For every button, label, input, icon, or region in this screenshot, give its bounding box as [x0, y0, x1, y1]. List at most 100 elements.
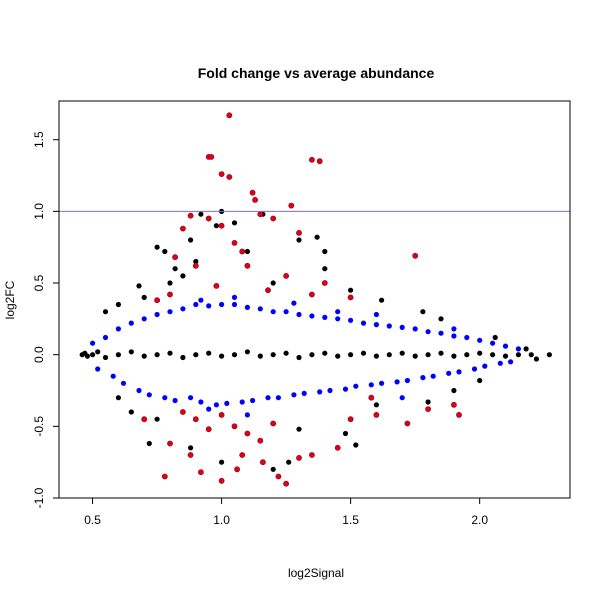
- point-black-57: [286, 459, 292, 465]
- point-blue-55: [446, 370, 452, 376]
- point-red-35: [231, 423, 238, 430]
- point-red-11: [205, 215, 212, 222]
- point-blue-24: [244, 304, 250, 310]
- point-black-67: [379, 297, 385, 303]
- point-blue-59: [471, 366, 478, 372]
- point-black-34: [477, 350, 483, 356]
- point-red-22: [283, 272, 289, 279]
- point-black-3: [90, 352, 96, 358]
- point-black-56: [270, 466, 276, 472]
- point-red-10: [187, 212, 194, 219]
- point-blue-28: [270, 309, 276, 315]
- point-black-41: [162, 248, 168, 255]
- point-blue-3: [110, 373, 116, 379]
- point-blue-37: [327, 387, 333, 394]
- point-red-29: [265, 287, 271, 294]
- point-red-21: [244, 262, 251, 269]
- point-red-33: [205, 426, 212, 433]
- point-red-20: [192, 262, 199, 269]
- point-red-37: [257, 437, 264, 444]
- point-black-2: [84, 353, 90, 359]
- point-black-69: [438, 316, 444, 322]
- point-blue-2: [102, 334, 109, 341]
- point-black-39: [546, 352, 553, 358]
- point-blue-36: [322, 314, 328, 320]
- point-black-13: [206, 350, 212, 356]
- point-blue-46: [386, 323, 392, 329]
- point-red-47: [296, 454, 302, 461]
- series-red: [141, 112, 462, 487]
- point-black-18: [270, 352, 276, 358]
- point-black-58: [296, 426, 302, 432]
- point-blue-54: [438, 330, 444, 336]
- point-black-12: [193, 352, 199, 358]
- point-blue-57: [456, 369, 462, 375]
- point-blue-50: [412, 326, 418, 332]
- point-blue-47: [394, 379, 400, 385]
- point-black-53: [146, 440, 152, 447]
- point-blue-32: [296, 311, 302, 318]
- y-tick-label-4: 1.0: [32, 203, 46, 220]
- point-black-79: [425, 399, 431, 405]
- point-black-66: [348, 287, 354, 293]
- point-black-38: [528, 352, 534, 358]
- point-red-36: [244, 430, 251, 437]
- point-black-21: [309, 352, 315, 358]
- point-blue-56: [451, 333, 457, 339]
- point-black-27: [386, 352, 392, 358]
- point-red-59: [275, 473, 282, 480]
- point-black-26: [373, 353, 379, 359]
- point-blue-39: [342, 386, 349, 392]
- series-black: [79, 208, 553, 472]
- point-blue-68: [231, 294, 238, 300]
- point-black-23: [335, 353, 341, 359]
- point-blue-22: [231, 301, 238, 308]
- point-blue-49: [404, 377, 410, 384]
- point-blue-18: [206, 303, 212, 309]
- point-black-65: [322, 266, 328, 272]
- point-black-36: [502, 353, 509, 359]
- point-red-23: [321, 280, 328, 286]
- point-red-27: [167, 291, 173, 298]
- point-black-63: [136, 283, 142, 289]
- point-black-30: [425, 352, 431, 358]
- point-blue-41: [353, 383, 359, 389]
- point-red-39: [167, 440, 173, 447]
- point-blue-29: [275, 395, 281, 401]
- point-blue-74: [335, 309, 341, 315]
- point-red-19: [172, 254, 178, 261]
- point-blue-58: [464, 334, 470, 341]
- point-blue-8: [141, 316, 147, 322]
- point-blue-5: [120, 380, 127, 386]
- point-black-77: [154, 416, 160, 422]
- point-black-4: [95, 349, 101, 355]
- y-tick-label-0: -1.0: [32, 487, 46, 508]
- point-black-62: [115, 301, 121, 308]
- point-red-4: [316, 158, 323, 165]
- point-black-81: [198, 211, 204, 217]
- point-black-76: [128, 409, 134, 415]
- point-red-3: [308, 156, 315, 163]
- point-blue-38: [335, 316, 341, 322]
- point-red-12: [257, 211, 264, 218]
- point-blue-67: [198, 297, 204, 303]
- point-black-8: [141, 353, 147, 359]
- point-blue-34: [309, 313, 315, 319]
- point-blue-51: [420, 375, 426, 381]
- point-blue-25: [250, 397, 256, 404]
- x-tick-label-1: 1.0: [213, 513, 230, 527]
- point-blue-42: [360, 320, 367, 326]
- point-red-46: [283, 480, 289, 487]
- point-blue-61: [482, 363, 488, 369]
- point-black-80: [322, 248, 328, 255]
- point-red-44: [239, 452, 246, 458]
- point-red-18: [239, 248, 246, 255]
- point-blue-70: [373, 311, 379, 318]
- y-tick-label-5: 1.5: [32, 131, 46, 148]
- point-black-24: [348, 352, 354, 358]
- point-blue-60: [477, 337, 483, 343]
- point-blue-17: [198, 399, 204, 405]
- point-red-48: [308, 452, 315, 458]
- point-black-19: [283, 350, 289, 356]
- point-black-9: [154, 352, 160, 358]
